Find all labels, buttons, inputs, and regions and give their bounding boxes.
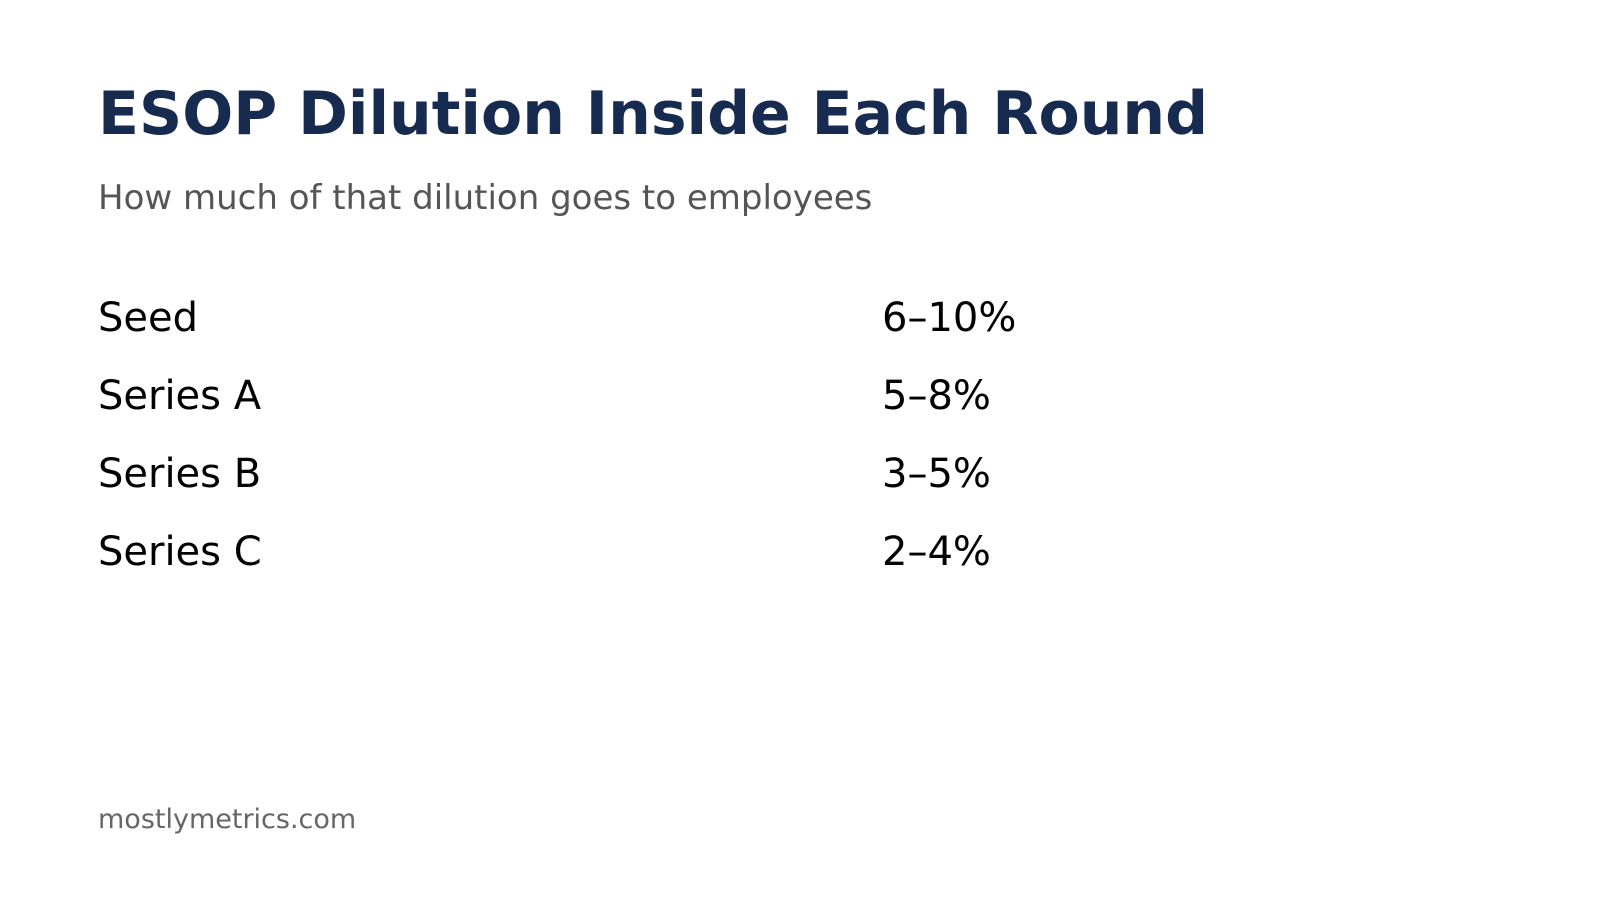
round-name: Series A xyxy=(98,373,262,419)
title: ESOP Dilution Inside Each Round xyxy=(98,79,1209,149)
esop-range: 3–5% xyxy=(882,451,991,497)
table-row: Series A 5–8% xyxy=(98,371,1298,421)
source: mostlymetrics.com xyxy=(98,804,357,835)
esop-range: 6–10% xyxy=(882,295,1017,341)
round-name: Seed xyxy=(98,295,198,341)
round-name: Series B xyxy=(98,451,262,497)
table-row: Series C 2–4% xyxy=(98,527,1298,577)
table-row: Seed 6–10% xyxy=(98,293,1298,343)
esop-range: 2–4% xyxy=(882,529,991,575)
round-name: Series C xyxy=(98,529,262,575)
table-row: Series B 3–5% xyxy=(98,449,1298,499)
esop-range: 5–8% xyxy=(882,373,991,419)
subtitle: How much of that dilution goes to employ… xyxy=(98,178,873,218)
